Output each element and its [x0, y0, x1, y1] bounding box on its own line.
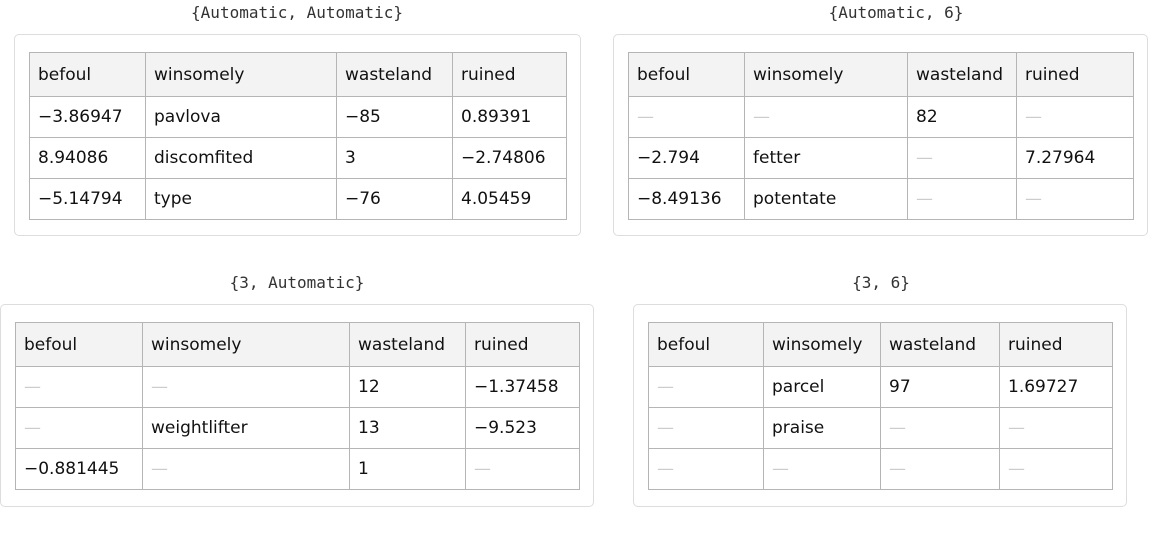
header-cell: ruined	[999, 322, 1113, 367]
panel-frame	[613, 34, 1148, 236]
table-row: 8.94086 discomfited 3 −2.74806	[29, 137, 567, 179]
table-cell: −85	[336, 96, 453, 138]
header-cell: wasteland	[907, 52, 1017, 97]
table-cell: parcel	[763, 366, 881, 408]
table-cell: −5.14794	[29, 178, 146, 220]
table-cell: pavlova	[145, 96, 337, 138]
table-cell: —	[648, 366, 764, 408]
table-row: −5.14794 type −76 4.05459	[29, 178, 567, 220]
table-cell: weightlifter	[142, 407, 350, 449]
table-cell: −3.86947	[29, 96, 146, 138]
table-row: — praise — —	[648, 407, 1113, 449]
table-cell: —	[465, 448, 580, 490]
table-cell: —	[648, 448, 764, 490]
table-cell: —	[142, 366, 350, 408]
table-cell: —	[628, 96, 745, 138]
table-cell: —	[142, 448, 350, 490]
table-cell: 82	[907, 96, 1017, 138]
table-cell: —	[880, 407, 1000, 449]
table-cell: fetter	[744, 137, 908, 179]
table-cell: −1.37458	[465, 366, 580, 408]
table-cell: praise	[763, 407, 881, 449]
table-cell: discomfited	[145, 137, 337, 179]
table-cell: −2.794	[628, 137, 745, 179]
table-cell: —	[907, 178, 1017, 220]
table-cell: −76	[336, 178, 453, 220]
table-cell: 12	[349, 366, 466, 408]
data-table: befoul winsomely wasteland ruined — parcel 97 1…	[648, 322, 1113, 490]
table-cell: —	[1016, 96, 1134, 138]
header-cell: winsomely	[744, 52, 908, 97]
header-cell: winsomely	[763, 322, 881, 367]
table-cell: −8.49136	[628, 178, 745, 220]
panel-label: {3, 6}	[852, 273, 910, 292]
header-cell: winsomely	[142, 322, 350, 367]
header-cell: befoul	[648, 322, 764, 367]
table-cell: 1	[349, 448, 466, 490]
table-cell: 0.89391	[452, 96, 567, 138]
header-cell: wasteland	[880, 322, 1000, 367]
table-cell: —	[648, 407, 764, 449]
table-row: — parcel 97 1.69727	[648, 366, 1113, 408]
header-row: befoul winsomely wasteland ruined	[29, 52, 567, 97]
table-cell: 13	[349, 407, 466, 449]
panel-frame	[14, 34, 581, 236]
header-cell: befoul	[29, 52, 146, 97]
table-cell: −0.881445	[15, 448, 143, 490]
header-cell: ruined	[465, 322, 580, 367]
header-row: befoul winsomely wasteland ruined	[15, 322, 580, 367]
header-cell: ruined	[1016, 52, 1134, 97]
table-row: — weightlifter 13 −9.523	[15, 407, 580, 449]
header-cell: befoul	[628, 52, 745, 97]
table-cell: —	[1016, 178, 1134, 220]
table-cell: —	[907, 137, 1017, 179]
table-cell: 97	[880, 366, 1000, 408]
table-cell: —	[880, 448, 1000, 490]
table-row: −3.86947 pavlova −85 0.89391	[29, 96, 567, 138]
panel-frame	[633, 304, 1127, 507]
table-row: — —12 −1.37458	[15, 366, 580, 408]
table-cell: −9.523	[465, 407, 580, 449]
header-cell: wasteland	[349, 322, 466, 367]
table-cell: —	[999, 448, 1113, 490]
table-cell: potentate	[744, 178, 908, 220]
table-cell: 7.27964	[1016, 137, 1134, 179]
table-cell: 8.94086	[29, 137, 146, 179]
table-cell: —	[744, 96, 908, 138]
table-cell: −2.74806	[452, 137, 567, 179]
header-cell: ruined	[452, 52, 567, 97]
panel-frame	[0, 304, 594, 507]
data-table: befoul winsomely wasteland ruined — —82— −2.79…	[628, 52, 1134, 220]
table-row: — — — —	[648, 448, 1113, 490]
table-cell: —	[763, 448, 881, 490]
data-table: befoul winsomely wasteland ruined — —12 −1.374…	[15, 322, 580, 490]
table-row: −8.49136 potentate — —	[628, 178, 1134, 220]
table-row: — —82—	[628, 96, 1134, 138]
table-cell: 3	[336, 137, 453, 179]
panel-label: {3, Automatic}	[229, 273, 365, 292]
panel-label: {Automatic, Automatic}	[191, 3, 403, 22]
table-cell: —	[15, 366, 143, 408]
table-row: −2.794 fetter —7.27964	[628, 137, 1134, 179]
table-cell: 4.05459	[452, 178, 567, 220]
header-cell: wasteland	[336, 52, 453, 97]
header-row: befoul winsomely wasteland ruined	[648, 322, 1113, 367]
header-cell: befoul	[15, 322, 143, 367]
table-cell: 1.69727	[999, 366, 1113, 408]
header-cell: winsomely	[145, 52, 337, 97]
header-row: befoul winsomely wasteland ruined	[628, 52, 1134, 97]
data-table: befoul winsomely wasteland ruined −3.86947 pa…	[29, 52, 567, 220]
table-cell: —	[15, 407, 143, 449]
table-row: −0.881445—1—	[15, 448, 580, 490]
panel-label: {Automatic, 6}	[828, 3, 964, 22]
table-cell: —	[999, 407, 1113, 449]
table-cell: type	[145, 178, 337, 220]
